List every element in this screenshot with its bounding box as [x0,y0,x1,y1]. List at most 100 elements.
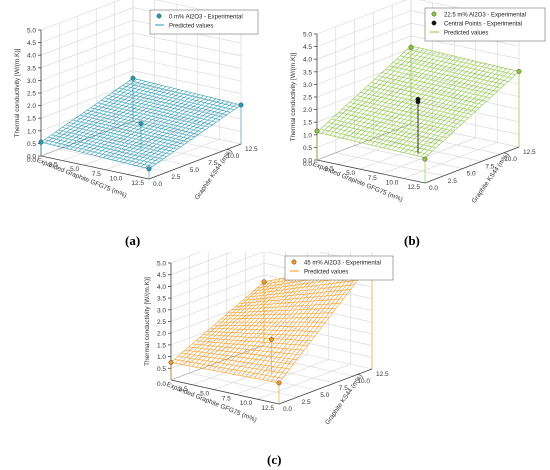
legend-box [424,7,546,42]
z-gridline-left-wall [170,252,202,264]
z-tick-label: 3.0 [157,307,166,314]
legend-marker [156,13,162,19]
z-tick-label: 2.5 [157,319,166,326]
surface-mesh-line [403,52,512,79]
surface-mesh-line [241,268,335,376]
surface-mesh-line [228,307,337,314]
y-tick-label: 7.5 [485,163,494,170]
x-tick-label: 2.5 [325,166,334,173]
data-point [269,337,274,342]
z-tick-label: 5.0 [27,28,36,35]
surface-mesh-line [266,263,360,381]
surface-mesh-line [416,69,511,157]
z-tick-label: 4.5 [303,44,312,51]
z-gridline-back-wall [410,111,520,135]
x-tick-label: 10.0 [386,179,399,186]
y-tick-label: 0.0 [429,185,438,192]
z-tick-label: 1.5 [303,120,312,127]
y-tick-label: 0.0 [283,406,292,413]
z-gridline-left-wall [170,252,233,275]
surface-mesh-line [382,72,491,99]
surface-mesh-line [407,48,516,75]
y-gridline-floor [96,134,205,159]
z-tick-label: 5.0 [157,261,166,268]
surface-mesh-line [249,266,344,378]
z-gridline-back-wall [132,45,242,69]
x-gridline-floor [403,142,498,179]
surface-mesh-line [118,87,227,116]
surface-mesh-line [94,104,203,133]
surface-mesh-line [123,98,217,163]
z-gridline-left-wall [40,7,134,43]
surface-mesh-line [238,293,348,304]
z-tick-label: 4.5 [27,40,36,47]
z-gridline-left-wall [170,309,265,346]
surface-mesh-line [132,100,225,166]
z-gridline-back-wall [263,297,373,323]
legend-label: 0 m% Al2O3 - Experimental [169,15,243,21]
y-gridline-floor [335,152,444,177]
z-gridline-left-wall [316,22,412,60]
z-gridline-left-wall [170,262,265,299]
z-gridline-back-wall [263,274,373,300]
legend: 45 m% Al2O3 - Experimental Predicted valu… [284,255,394,281]
x-tick-label: 5.0 [70,166,79,173]
floor-edge [40,120,134,157]
z-tick-label: 4.5 [157,272,166,279]
surface-mesh-line [129,80,238,108]
surface-mesh-line [253,265,348,379]
z-axis-title: Thermal conductivity [W/(m.K)] [14,48,21,137]
panel-label-b: (b) [404,233,420,248]
data-point [146,166,152,172]
surface-mesh-line [144,103,237,169]
x-tick-label: 12.5 [131,180,144,187]
surface-mesh-line [108,95,217,123]
surface-mesh-line [97,102,206,130]
data-point [276,380,282,386]
surface-mesh-line [257,265,352,380]
surface-mesh-line [224,312,333,317]
legend-marker [431,11,437,17]
chart-1-group: 0.0 0.5 1.0 1.5 2.0 2.5 3.0 3.5 4.0 4.5 5.0 0.0 2.5 5… [290,0,536,205]
x-tick-label: 0.0 [303,161,312,168]
surface-mesh-line [111,95,204,160]
panel-label-c: (c) [267,452,282,467]
chart-panel-b: 0.0 0.5 1.0 1.5 2.0 2.5 3.0 3.5 4.0 4.5 5.0 0.0 2.5 5… [275,0,550,250]
z-tick-label: 0.5 [27,141,36,148]
surface-mesh-line [399,65,495,153]
z-tick-label: 1.0 [157,354,166,361]
x-gridline-floor [381,137,476,175]
surface-mesh-line [374,78,483,105]
y-tick-label: 10.0 [504,156,517,163]
surface-mesh-line [237,269,331,376]
data-point [261,279,267,285]
x-tick-label: 0.0 [27,157,36,164]
legend-label: 45 m% Al2O3 - Experimental [304,261,381,267]
surface-mesh-line [140,102,233,168]
y-gridline-floor [132,120,242,145]
panel-label-a: (a) [125,233,141,248]
y-tick-label: 5.0 [467,171,476,178]
x-gridline-floor [62,125,155,161]
y-tick-label: 5.0 [320,392,329,399]
z-gridline-left-wall [170,252,264,287]
legend-marker [291,259,297,265]
z-gridline-back-wall [132,32,242,57]
data-point [138,121,144,126]
y-axis-title: Graphite KS44 (m%) [324,373,364,426]
y-axis-line [278,368,373,405]
surface-mesh-line [420,70,515,158]
z-gridline-back-wall [410,60,520,85]
y-tick-label: 12.5 [523,149,536,156]
legend-label: Predicted values [444,31,488,37]
legend: 0 m% Al2O3 - Experimental Predicted value… [149,9,259,35]
x-tick-label: 2.5 [179,386,188,393]
surface-mesh-line [242,289,351,301]
z-axis-title: Thermal conductivity [W/(m.K)] [144,277,151,366]
data-point [238,102,244,108]
x-gridline-floor [127,139,220,175]
surface-mesh-line [392,62,501,89]
x-gridline-floor [338,128,433,165]
z-gridline-left-wall [40,32,134,69]
y-gridline-floor [263,344,373,370]
